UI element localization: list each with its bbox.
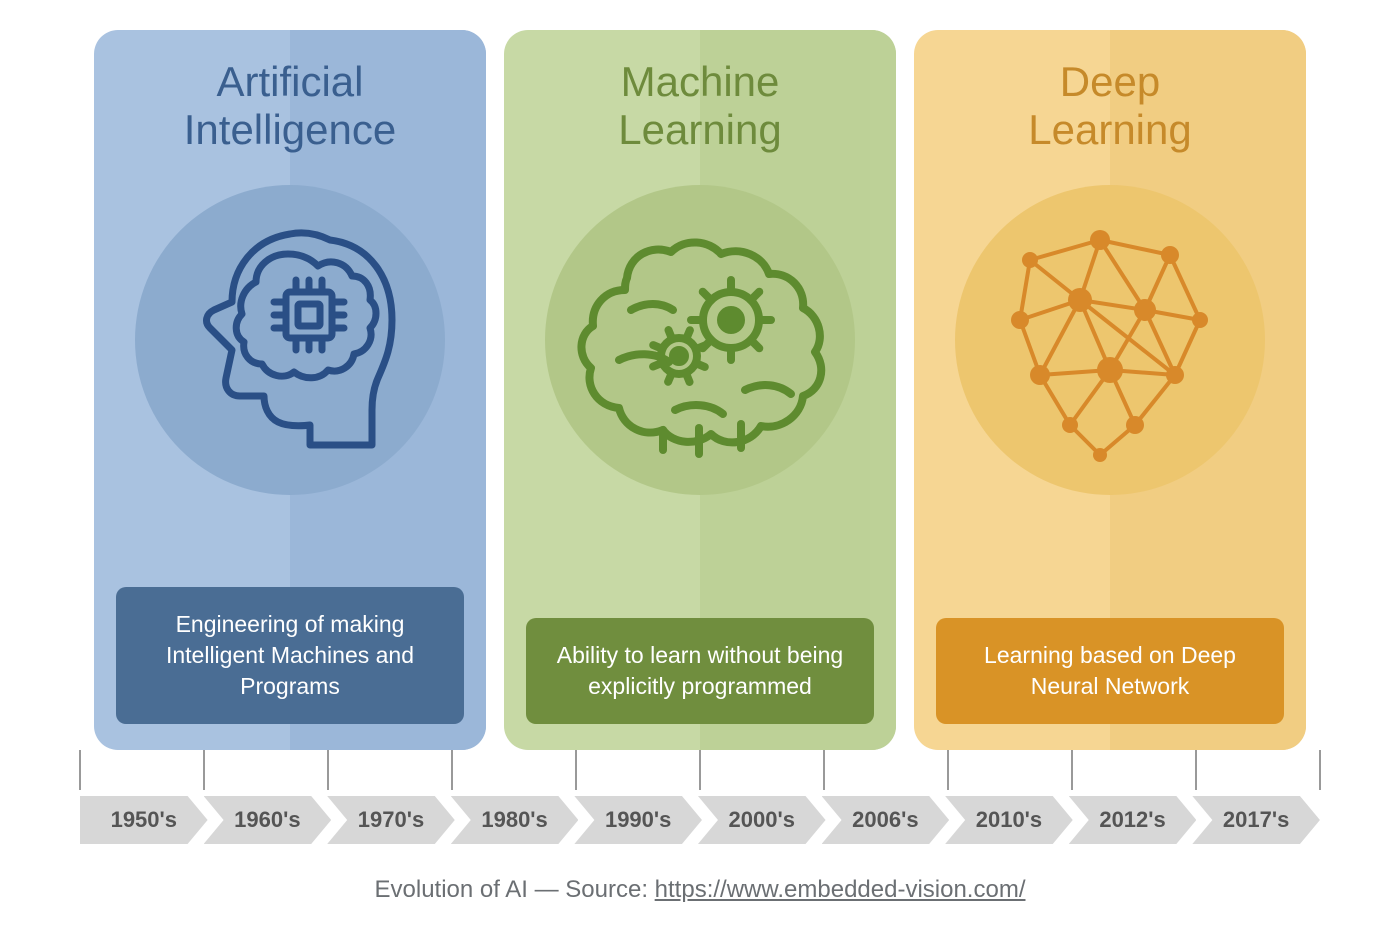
- card-title-ai: ArtificialIntelligence: [184, 58, 396, 155]
- icon-circle-ml: [545, 185, 855, 495]
- brain-gears-icon: [565, 210, 835, 470]
- neural-net-icon: [970, 200, 1250, 480]
- tick: [575, 750, 577, 790]
- card-title-ml: MachineLearning: [618, 58, 781, 155]
- cards-row: ArtificialIntelligence Engineering of ma…: [40, 30, 1360, 750]
- card-dl: DeepLearning Learning based on Deep Neur…: [914, 30, 1306, 750]
- card-desc-dl: Learning based on Deep Neural Network: [936, 618, 1284, 724]
- timeline-seg-2006s: 2006's: [822, 796, 950, 844]
- timeline-seg-2000s: 2000's: [698, 796, 826, 844]
- icon-circle-dl: [955, 185, 1265, 495]
- timeline-seg-1960s: 1960's: [204, 796, 332, 844]
- timeline-seg-1990s: 1990's: [574, 796, 702, 844]
- tick: [79, 750, 81, 790]
- tick: [327, 750, 329, 790]
- tick: [823, 750, 825, 790]
- card-ml: MachineLearning Ability to learn witho: [504, 30, 896, 750]
- caption-prefix: Evolution of AI — Source:: [375, 876, 655, 903]
- caption: Evolution of AI — Source: https://www.em…: [40, 876, 1360, 904]
- tick: [1195, 750, 1197, 790]
- timeline-seg-1980s: 1980's: [451, 796, 579, 844]
- tick: [947, 750, 949, 790]
- caption-link[interactable]: https://www.embedded-vision.com/: [655, 876, 1026, 903]
- card-title-dl: DeepLearning: [1028, 58, 1191, 155]
- card-ai: ArtificialIntelligence Engineering of ma…: [94, 30, 486, 750]
- timeline-seg-1970s: 1970's: [327, 796, 455, 844]
- timeline-seg-1950s: 1950's: [80, 796, 208, 844]
- timeline-seg-2010s: 2010's: [945, 796, 1073, 844]
- tick: [203, 750, 205, 790]
- head-chip-icon: [160, 210, 420, 470]
- timeline-seg-2012s: 2012's: [1069, 796, 1197, 844]
- card-desc-ai: Engineering of making Intelligent Machin…: [116, 587, 464, 724]
- tick: [1071, 750, 1073, 790]
- tick: [699, 750, 701, 790]
- timeline-seg-2017s: 2017's: [1192, 796, 1320, 844]
- timeline-band: 1950's1960's1970's1980's1990's2000's2006…: [80, 796, 1320, 844]
- timeline: 1950's1960's1970's1980's1990's2000's2006…: [40, 750, 1360, 844]
- timeline-ticks: [80, 750, 1320, 796]
- tick: [1319, 750, 1321, 790]
- tick: [451, 750, 453, 790]
- icon-circle-ai: [135, 185, 445, 495]
- card-desc-ml: Ability to learn without being explicitl…: [526, 618, 874, 724]
